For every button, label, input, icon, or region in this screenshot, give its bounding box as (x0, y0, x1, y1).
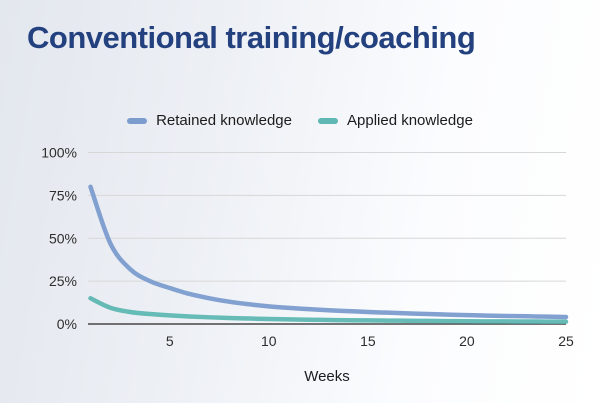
x-tick-label: 10 (261, 333, 277, 349)
y-tick-label: 25% (49, 273, 77, 289)
retained-knowledge-swatch-icon (127, 117, 148, 124)
legend-label-applied: Applied knowledge (347, 112, 473, 129)
series-line-applied-knowledge (88, 296, 569, 324)
x-tick-label: 25 (558, 333, 574, 349)
legend-label-retained: Retained knowledge (156, 112, 292, 129)
applied-knowledge-swatch-icon (318, 117, 338, 124)
y-tick-label: 0% (57, 316, 77, 332)
y-tick-label: 100% (41, 145, 77, 161)
x-tick-label: 20 (459, 333, 475, 349)
x-tick-label: 15 (360, 333, 376, 349)
legend-item-applied-knowledge: Applied knowledge (318, 112, 473, 129)
legend-item-retained-knowledge: Retained knowledge (127, 112, 292, 129)
series-line-retained-knowledge (88, 184, 569, 320)
y-tick-label: 50% (49, 230, 77, 246)
chart-title: Conventional training/coaching (27, 20, 476, 55)
legend: Retained knowledge Applied knowledge (0, 112, 600, 129)
y-tick-label: 75% (49, 187, 77, 203)
x-axis-title: Weeks (304, 368, 350, 385)
x-tick-label: 5 (166, 333, 174, 349)
